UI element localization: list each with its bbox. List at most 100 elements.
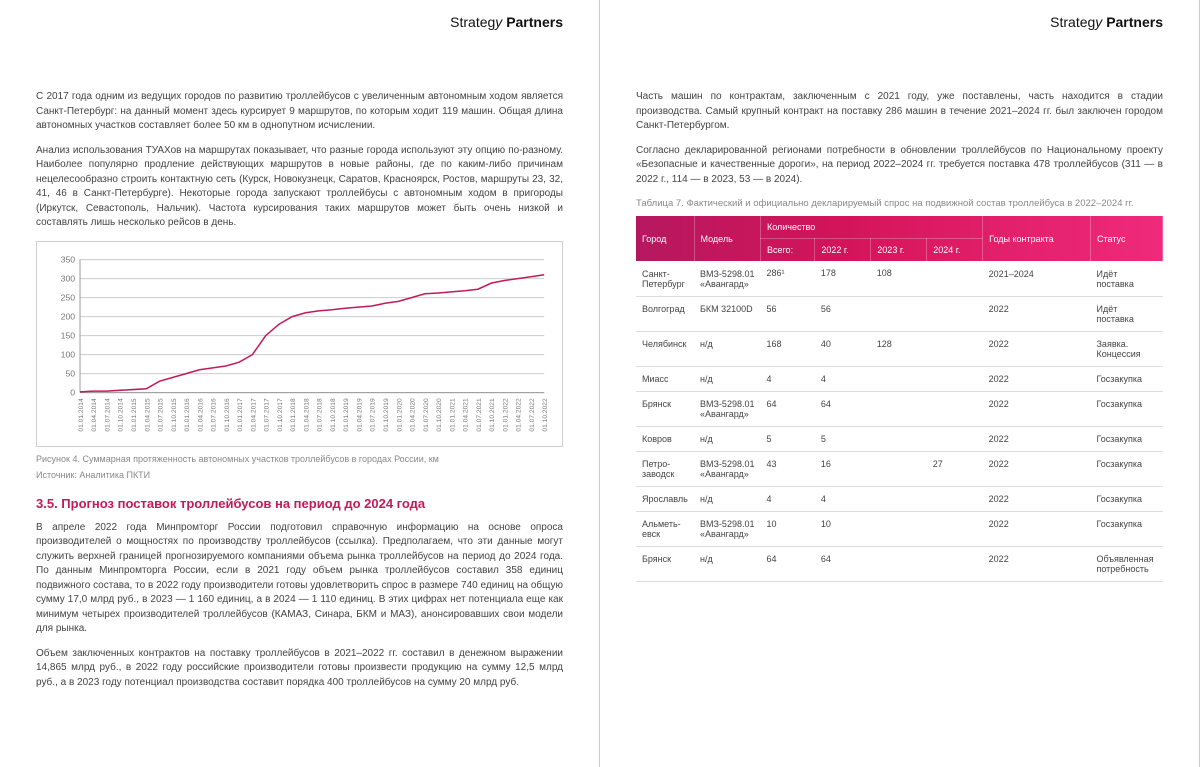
cell-y22: 56 [815,296,871,331]
cell-y24 [927,511,983,546]
svg-text:01.01.2015: 01.01.2015 [131,398,138,432]
svg-text:01.07.2021: 01.07.2021 [476,398,483,432]
cell-city: Альметь-евск [636,511,694,546]
table-body: Санкт-ПетербургВМЗ-5298.01 «Авангард»286… [636,261,1163,581]
cell-y22: 4 [815,366,871,391]
para-intro-1: С 2017 года одним из ведущих городов по … [36,90,563,134]
th-qty: Количество [760,216,982,239]
table-row: Петро-заводскВМЗ-5298.01 «Авангард»43162… [636,451,1163,486]
cell-city: Ковров [636,426,694,451]
cell-y22: 64 [815,546,871,581]
cell-status: Идёт поставка [1091,296,1163,331]
cell-model: н/д [694,331,760,366]
cell-city: Петро-заводск [636,451,694,486]
cell-y24 [927,426,983,451]
section-heading: 3.5. Прогноз поставок троллейбусов на пе… [36,496,563,511]
cell-y24 [927,546,983,581]
svg-text:01.07.2022: 01.07.2022 [529,398,536,432]
svg-text:250: 250 [61,292,76,302]
svg-text:01.01.2020: 01.01.2020 [396,398,403,432]
cell-y23: 108 [871,261,927,296]
svg-text:200: 200 [61,311,76,321]
left-content: С 2017 года одним из ведущих городов по … [36,90,563,690]
svg-text:01.10.2015: 01.10.2015 [171,398,178,432]
cell-y22: 178 [815,261,871,296]
svg-text:01.10.2016: 01.10.2016 [224,398,231,432]
cell-city: Волгоград [636,296,694,331]
th-total: Всего: [760,239,814,262]
cell-y23 [871,296,927,331]
svg-text:01.07.2019: 01.07.2019 [370,398,377,432]
cell-years: 2022 [983,546,1091,581]
cell-status: Госзакупка [1091,451,1163,486]
svg-text:01.07.2015: 01.07.2015 [157,398,164,432]
th-2022: 2022 г. [815,239,871,262]
cell-y23 [871,366,927,391]
cell-model: н/д [694,426,760,451]
svg-text:50: 50 [65,368,75,378]
svg-text:01.07.2014: 01.07.2014 [104,398,111,432]
th-years: Годы контракта [983,216,1091,261]
cell-total: 64 [760,391,814,426]
svg-text:01.10.2021: 01.10.2021 [489,398,496,432]
svg-text:01.04.2022: 01.04.2022 [516,398,523,432]
th-model: Модель [694,216,760,261]
svg-text:01.07.2020: 01.07.2020 [423,398,430,432]
svg-text:100: 100 [61,349,76,359]
cell-model: н/д [694,486,760,511]
cell-status: Госзакупка [1091,366,1163,391]
cell-years: 2021–2024 [983,261,1091,296]
svg-text:01.01.2014: 01.01.2014 [78,398,85,432]
cell-y24 [927,296,983,331]
cell-y24 [927,486,983,511]
cell-status: Госзакупка [1091,486,1163,511]
cell-y23 [871,391,927,426]
table-row: ВолгоградБКМ 32100D56562022Идёт поставка [636,296,1163,331]
svg-text:01.04.2015: 01.04.2015 [144,398,151,432]
svg-text:01.07.2018: 01.07.2018 [317,398,324,432]
svg-text:01.07.2016: 01.07.2016 [211,398,218,432]
cell-total: 10 [760,511,814,546]
cell-years: 2022 [983,451,1091,486]
cell-y22: 5 [815,426,871,451]
cell-years: 2022 [983,366,1091,391]
para-forecast-2: Объем заключенных контрактов на поставку… [36,647,563,691]
brand-logo: Strategy Partners [450,14,563,30]
table-row: Ковровн/д552022Госзакупка [636,426,1163,451]
cell-model: ВМЗ-5298.01 «Авангард» [694,261,760,296]
cell-model: н/д [694,366,760,391]
cell-city: Брянск [636,391,694,426]
cell-y24 [927,331,983,366]
chart-container: 05010015020025030035001.01.201401.04.201… [36,241,563,447]
cell-city: Брянск [636,546,694,581]
cell-status: Заявка. Концессия [1091,331,1163,366]
cell-years: 2022 [983,426,1091,451]
svg-text:01.04.2020: 01.04.2020 [409,398,416,432]
brand-logo: Strategy Partners [1050,14,1163,30]
cell-y23 [871,511,927,546]
para-intro-2: Анализ использования ТУАХов на маршрутах… [36,144,563,231]
cell-y22: 10 [815,511,871,546]
page-right: Strategy Partners Часть машин по контрак… [600,0,1200,767]
cell-total: 4 [760,366,814,391]
svg-text:01.10.2018: 01.10.2018 [330,398,337,432]
th-city: Город [636,216,694,261]
figure-source: Источник: Аналитика ПКТИ [36,469,563,482]
cell-total: 286¹ [760,261,814,296]
svg-text:01.01.2016: 01.01.2016 [184,398,191,432]
table-row: Брянскн/д64642022Объявленная потребность [636,546,1163,581]
line-chart: 05010015020025030035001.01.201401.04.201… [47,252,552,442]
cell-city: Миасс [636,366,694,391]
svg-text:01.10.2020: 01.10.2020 [436,398,443,432]
table-row: БрянскВМЗ-5298.01 «Авангард»64642022Госз… [636,391,1163,426]
cell-years: 2022 [983,486,1091,511]
cell-years: 2022 [983,296,1091,331]
cell-y24 [927,261,983,296]
demand-table: Город Модель Количество Годы контракта С… [636,216,1163,582]
cell-years: 2022 [983,391,1091,426]
svg-text:01.10.2019: 01.10.2019 [383,398,390,432]
cell-y22: 40 [815,331,871,366]
svg-text:01.01.2021: 01.01.2021 [449,398,456,432]
cell-city: Ярославль [636,486,694,511]
cell-city: Челябинск [636,331,694,366]
